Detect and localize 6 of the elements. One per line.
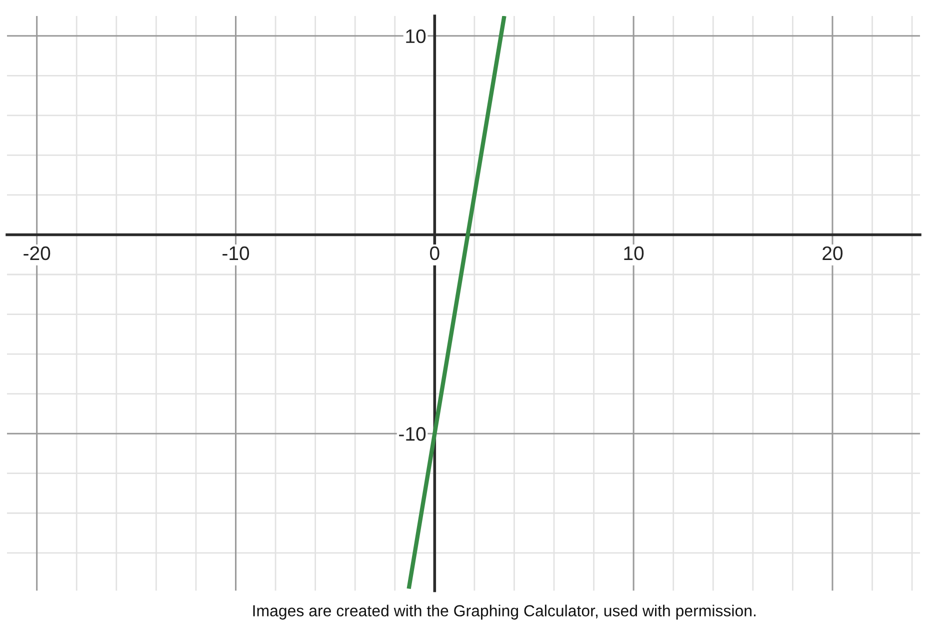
x-tick-label: 0 xyxy=(430,246,440,260)
x-tick-label: -20 xyxy=(24,246,50,260)
x-tick-label: 20 xyxy=(822,246,843,260)
x-tick-label: 10 xyxy=(624,246,644,260)
x-tick-label: -10 xyxy=(222,246,250,260)
text: Images are created with the Graphing Calculator, used with permission. xyxy=(253,604,756,620)
